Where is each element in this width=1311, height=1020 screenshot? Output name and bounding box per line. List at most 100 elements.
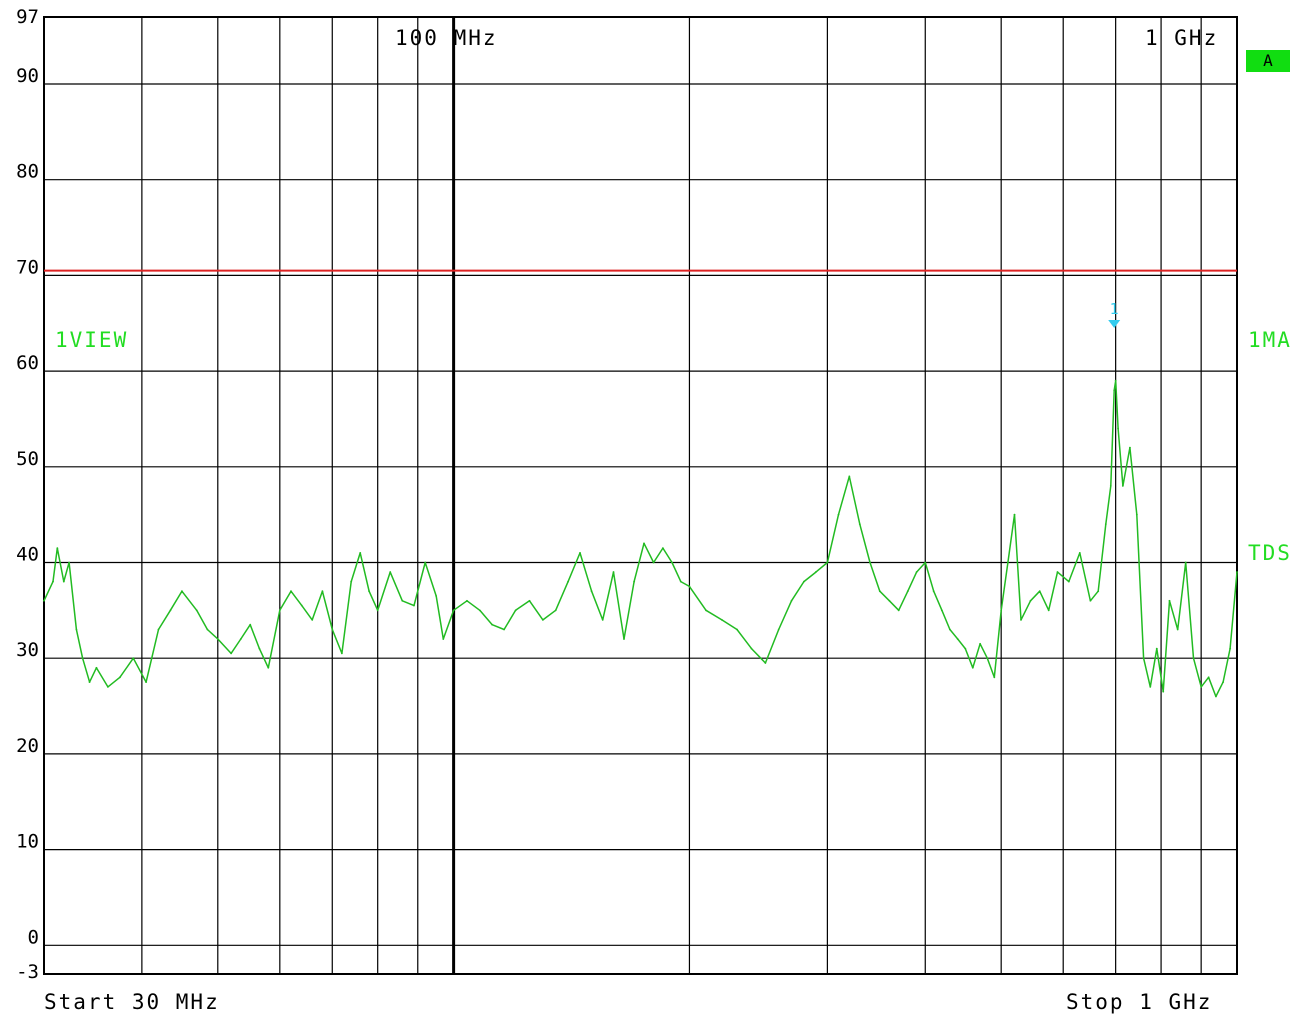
trace-point [688, 585, 691, 588]
trace-point [491, 623, 494, 626]
trace-point [948, 628, 951, 631]
trace-point [401, 599, 404, 602]
start-frequency-label: Start 30 MHz [44, 990, 220, 1014]
detector-label-tds: TDS [1248, 541, 1292, 565]
trace-point [1200, 686, 1203, 688]
y-tick-label: 60 [16, 352, 39, 374]
trace-point [848, 475, 851, 478]
trace-point [1067, 580, 1070, 583]
trace-point [1162, 690, 1165, 693]
trace-point [652, 561, 655, 564]
trace-point [157, 628, 160, 631]
trace-point [579, 552, 581, 554]
trace-point [68, 561, 71, 564]
trace-point [1113, 389, 1116, 392]
y-tick-label: 80 [16, 161, 39, 183]
top-label-1ghz: 1 GHz [1145, 26, 1219, 50]
trace-group: 1 [43, 300, 1238, 698]
trace-point [679, 580, 682, 583]
trace-point [971, 666, 974, 669]
trace-point [1222, 681, 1225, 684]
trace-point [720, 619, 723, 621]
trace-point [340, 652, 343, 655]
trace-point [705, 609, 707, 612]
trace-point [869, 561, 871, 564]
trace-point [1121, 485, 1124, 487]
trace-point [195, 609, 198, 612]
y-tick-label: 10 [16, 831, 39, 853]
trace-point [376, 609, 379, 612]
trace-point [1056, 571, 1059, 573]
trace-point [267, 666, 270, 669]
trace-point [633, 580, 636, 583]
trace-point [278, 609, 281, 612]
trace-point [424, 561, 427, 564]
trace-point [62, 580, 65, 583]
trace-point [956, 638, 959, 640]
trace-point [1047, 609, 1050, 612]
trace-point [181, 590, 183, 593]
trace-point [359, 552, 362, 554]
trace-view-label: 1VIEW [55, 328, 129, 352]
trace-point [1078, 552, 1081, 554]
trace-point [169, 609, 172, 612]
trace-point [837, 513, 840, 516]
y-tick-labels: 97 90 80 70 60 50 40 30 20 10 0 -3 [16, 6, 39, 983]
trace-point [239, 638, 242, 640]
trace-point [906, 590, 909, 593]
trace-point [1020, 619, 1022, 621]
trace-point [623, 638, 625, 640]
trace-point [132, 657, 135, 660]
trace-point [1229, 647, 1232, 650]
trace-point [145, 681, 148, 684]
marker-1-label: 1 [1110, 300, 1119, 318]
trace-point [1149, 686, 1152, 688]
trace-point [466, 599, 468, 602]
trace-point [612, 571, 615, 573]
trace-point [290, 590, 292, 593]
trace-point [993, 676, 996, 679]
trace-point [567, 580, 569, 583]
trace-point [1135, 513, 1138, 516]
trace-point [452, 609, 455, 612]
trace-point [435, 595, 438, 597]
trace-point [368, 590, 370, 593]
trace-point [503, 628, 506, 631]
trace-point [924, 561, 927, 564]
trace-point [764, 662, 767, 664]
trace-point [321, 590, 324, 593]
trace-point [1184, 561, 1187, 564]
trace-point [1104, 523, 1107, 526]
trace-point [964, 647, 967, 650]
trace-point [790, 599, 793, 602]
trace-a-badge: A [1246, 50, 1290, 72]
y-tick-label: 90 [16, 65, 39, 87]
trace-point [514, 609, 517, 612]
trace-point [1114, 379, 1117, 382]
trace-point [1029, 599, 1032, 602]
trace-point [979, 642, 982, 645]
trace-point [1176, 628, 1179, 631]
trace-point [1013, 513, 1016, 516]
trace-point [803, 580, 805, 583]
trace-point [1000, 609, 1003, 612]
trace-point [389, 571, 392, 573]
trace-point [442, 638, 445, 640]
trace-point [331, 628, 334, 631]
marker-1-triangle [1108, 320, 1121, 329]
y-tick-label: 40 [16, 543, 39, 565]
trace-point [662, 547, 664, 550]
trace-point [671, 561, 673, 564]
stop-frequency-label: Stop 1 GHz [1066, 990, 1213, 1014]
trace-point [940, 609, 943, 612]
trace-point [311, 619, 314, 621]
trace-point [1089, 599, 1092, 602]
trace-point [897, 609, 900, 612]
top-label-100mhz: 100 MHz [395, 26, 498, 50]
trace-point [554, 609, 557, 612]
detector-label-1ma: 1MA [1248, 328, 1292, 352]
y-tick-label: -3 [16, 961, 39, 983]
trace-point [230, 652, 233, 655]
trace-point [915, 571, 918, 573]
trace-point [95, 666, 98, 669]
